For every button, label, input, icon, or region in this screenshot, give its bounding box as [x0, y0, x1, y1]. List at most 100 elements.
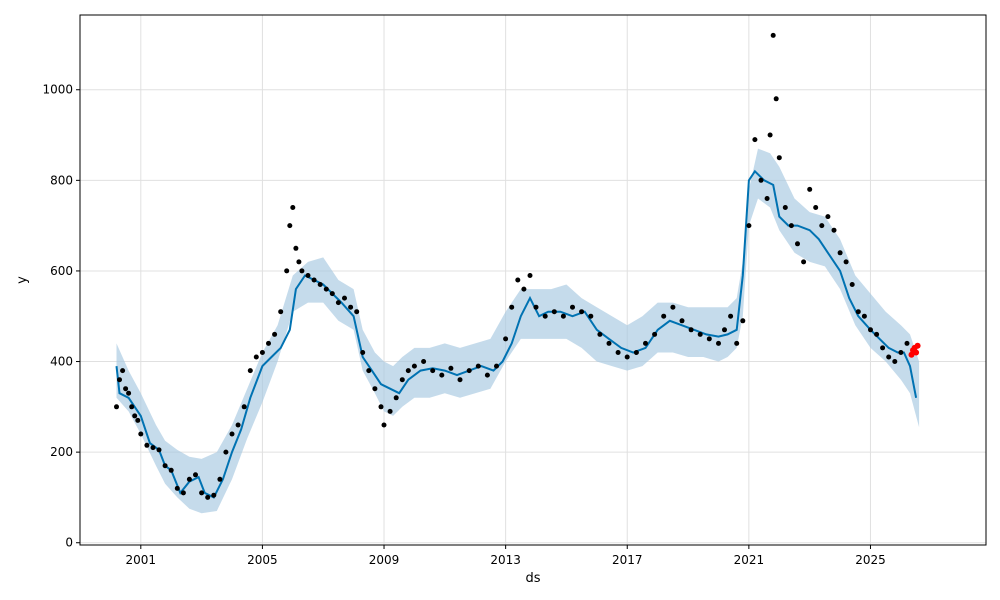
observed-point — [764, 196, 770, 201]
observed-point — [354, 309, 360, 315]
observed-point — [484, 372, 490, 378]
observed-point — [411, 363, 417, 369]
observed-point — [138, 431, 144, 437]
observed-point — [168, 467, 174, 473]
observed-point — [466, 368, 472, 374]
observed-point — [199, 490, 205, 496]
observed-point — [229, 431, 235, 437]
observed-point — [679, 318, 685, 324]
observed-point — [378, 404, 384, 410]
observed-point — [114, 404, 119, 410]
uncertainty-band-layer — [116, 148, 920, 514]
observed-point — [570, 304, 575, 310]
observed-point — [788, 223, 794, 229]
observed-point — [387, 408, 393, 414]
observed-point — [855, 309, 861, 315]
observed-point — [825, 214, 831, 220]
observed-point — [716, 340, 721, 346]
observed-point — [542, 313, 548, 319]
observed-point — [284, 268, 290, 274]
x-tick-label: 2017 — [612, 553, 643, 567]
observed-point — [661, 313, 667, 319]
x-axis-ticks: 2001 2005 2009 2013 2017 2021 2025 — [126, 545, 886, 567]
uncertainty-band — [116, 148, 920, 514]
observed-point — [533, 304, 539, 310]
observed-point — [457, 377, 463, 383]
observed-point — [849, 282, 855, 287]
observed-point — [126, 390, 132, 396]
observed-point — [697, 331, 703, 337]
observed-point — [740, 318, 746, 324]
observed-point — [217, 476, 223, 482]
recent-points-layer — [908, 342, 921, 358]
observed-point — [643, 340, 648, 346]
observed-point — [253, 354, 259, 360]
observed-point — [299, 268, 305, 274]
observed-point — [551, 309, 557, 315]
observed-point — [421, 359, 427, 364]
observed-point — [259, 350, 265, 355]
observed-point — [348, 304, 354, 310]
observed-point — [342, 295, 347, 301]
observed-point — [837, 250, 843, 256]
observed-point — [174, 485, 180, 491]
observed-point — [773, 96, 779, 102]
observed-point — [734, 340, 740, 346]
observed-point — [150, 445, 156, 451]
observed-point — [223, 449, 229, 455]
observed-point — [381, 422, 387, 428]
observed-point — [120, 368, 126, 374]
observed-point — [211, 492, 217, 498]
x-tick-label: 2021 — [734, 553, 765, 567]
observed-point — [752, 137, 758, 143]
observed-point — [272, 331, 278, 337]
observed-point — [527, 273, 533, 278]
observed-point — [606, 340, 612, 346]
observed-point — [746, 223, 752, 229]
observed-point — [670, 304, 676, 310]
x-tick-label: 2025 — [855, 553, 886, 567]
observed-point — [782, 205, 788, 210]
observed-point — [180, 490, 186, 496]
observed-point — [767, 132, 773, 138]
observed-point — [652, 331, 658, 337]
observed-point — [475, 363, 481, 369]
recent-point — [913, 349, 920, 356]
observed-point — [880, 345, 886, 351]
observed-point — [795, 241, 800, 247]
observed-point — [329, 291, 335, 297]
observed-point — [405, 368, 411, 374]
observed-point — [132, 413, 138, 419]
observed-point — [515, 277, 521, 283]
observed-point — [123, 386, 129, 392]
observed-point — [193, 472, 198, 478]
y-tick-label: 1000 — [42, 83, 73, 97]
observed-point — [494, 363, 499, 369]
x-tick-label: 2009 — [369, 553, 400, 567]
observed-point — [335, 300, 341, 306]
observed-point — [117, 377, 122, 383]
observed-point — [205, 494, 211, 500]
observed-point — [186, 476, 192, 482]
observed-point — [235, 422, 241, 428]
observed-point — [293, 245, 299, 251]
observed-point — [317, 282, 323, 287]
observed-point — [706, 336, 712, 342]
observed-point — [360, 350, 366, 355]
recent-point — [914, 342, 921, 349]
observed-point — [247, 368, 253, 374]
observed-point — [597, 331, 603, 337]
y-tick-label: 600 — [50, 264, 73, 278]
y-axis-ticks: 0 200 400 600 800 1000 — [42, 83, 80, 550]
observed-point — [521, 286, 527, 292]
observed-point — [503, 336, 509, 342]
observed-point — [311, 277, 317, 283]
observed-point — [588, 313, 594, 319]
observed-point — [278, 309, 284, 315]
y-tick-label: 200 — [50, 445, 73, 459]
observed-point — [135, 417, 141, 423]
observed-point — [305, 273, 311, 278]
observed-point — [290, 205, 296, 210]
observed-point — [886, 354, 892, 360]
observed-point — [560, 313, 566, 319]
